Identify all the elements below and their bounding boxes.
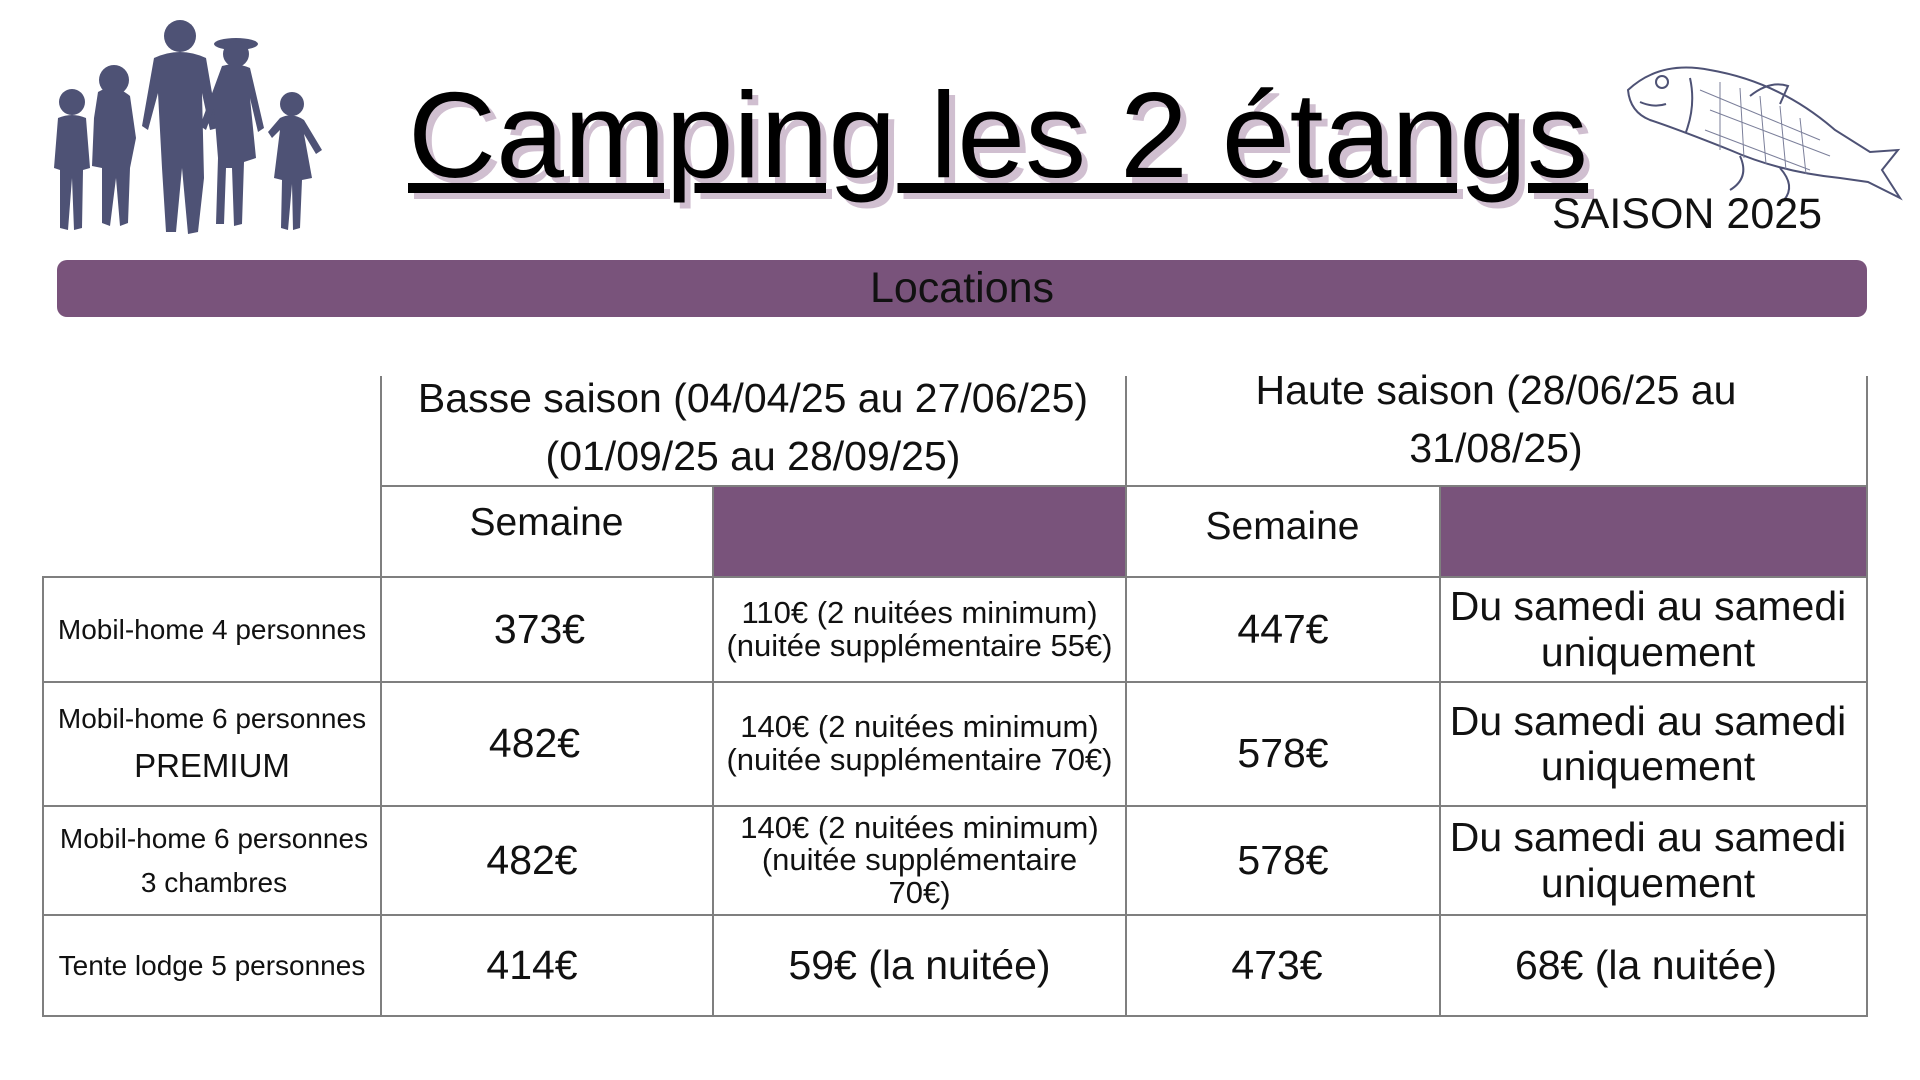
- locations-banner: Locations: [57, 260, 1867, 317]
- low-season-week-price: 373€: [493, 605, 586, 652]
- low-season-week-header: Semaine: [469, 500, 624, 544]
- row-label-text-2: PREMIUM: [134, 747, 290, 785]
- row-label-text: Mobil-home 6 personnes: [57, 702, 367, 734]
- high-season-week-price: 447€: [1237, 605, 1329, 652]
- night-extra-text-2: 70€): [888, 874, 951, 910]
- high-season-dates: Haute saison (28/06/25 au: [1255, 367, 1737, 414]
- row-label-text-2: 3 chambres: [140, 866, 288, 898]
- low-season-night-price: 140€ (2 nuitées minimum) (nuitée supplém…: [714, 807, 1125, 914]
- high-night-text: Du samedi au samedi: [1449, 814, 1847, 861]
- locations-banner-label: Locations: [869, 264, 1055, 312]
- low-season-night-price: 110€ (2 nuitées minimum) (nuitée supplém…: [714, 578, 1125, 681]
- low-season-night-price: 140€ (2 nuitées minimum) (nuitée supplém…: [714, 683, 1125, 805]
- fish-illustration-icon: [1626, 66, 1903, 201]
- season-label: SAISON 2025: [1552, 190, 1823, 238]
- row-label: Mobil-home 6 personnes PREMIUM: [44, 683, 380, 805]
- low-season-week-price: 414€: [486, 941, 578, 988]
- high-season-night-info: Du samedi au samedi uniquement: [1441, 807, 1855, 914]
- high-season-header: Haute saison (28/06/25 au 31/08/25): [1126, 362, 1866, 477]
- family-silhouette-icon: [54, 20, 322, 234]
- row-label-text: Tente lodge 5 personnes: [58, 949, 366, 981]
- low-season-week-price: 482€: [486, 836, 578, 883]
- high-season-night-header-fill: [1440, 486, 1868, 577]
- row-label: Tente lodge 5 personnes: [44, 916, 380, 1015]
- high-night-text-2: uniquement: [1540, 628, 1756, 675]
- high-season-dates-2: 31/08/25): [1409, 424, 1583, 471]
- night-extra-text: (nuitée supplémentaire 70€): [726, 742, 1113, 777]
- night-extra-text: (nuitée supplémentaire 55€): [726, 627, 1113, 663]
- low-season-dates-2: (01/09/25 au 28/09/25): [545, 432, 961, 479]
- row-label-text: Mobil-home 6 personnes: [59, 823, 369, 855]
- low-season-night-header-fill: [713, 486, 1126, 577]
- low-season-week-price: 482€: [488, 720, 581, 767]
- high-night-text: Du samedi au samedi: [1449, 697, 1847, 744]
- night-rate-text: 140€ (2 nuitées minimum): [740, 809, 1099, 845]
- high-night-text-2: uniquement: [1540, 743, 1756, 789]
- high-season-night-info: Du samedi au samedi uniquement: [1441, 578, 1855, 681]
- high-night-text-2: uniquement: [1540, 859, 1756, 906]
- row-label-text: Mobil-home 4 personnes: [57, 613, 367, 645]
- high-season-week-price: 578€: [1237, 836, 1329, 883]
- high-season-week-price: 578€: [1237, 730, 1329, 777]
- night-extra-text: (nuitée supplémentaire: [761, 842, 1078, 878]
- high-season-week-price: 473€: [1231, 941, 1323, 988]
- row-label: Mobil-home 4 personnes: [44, 578, 380, 681]
- page-title: Camping les 2 étangs: [408, 67, 1589, 203]
- low-season-dates: Basse saison (04/04/25 au 27/06/25): [417, 375, 1089, 422]
- low-season-night-price: 59€ (la nuitée): [788, 941, 1051, 988]
- high-night-text: Du samedi au samedi: [1449, 583, 1847, 630]
- high-season-week-header: Semaine: [1205, 504, 1360, 548]
- night-rate-text: 140€ (2 nuitées minimum): [740, 709, 1099, 745]
- high-season-night-info: 68€ (la nuitée): [1514, 941, 1778, 988]
- low-season-header: Basse saison (04/04/25 au 27/06/25) (01/…: [381, 370, 1125, 485]
- row-label: Mobil-home 6 personnes 3 chambres: [44, 807, 384, 914]
- high-season-night-info: Du samedi au samedi uniquement: [1441, 683, 1855, 805]
- night-rate-text: 110€ (2 nuitées minimum): [741, 594, 1098, 630]
